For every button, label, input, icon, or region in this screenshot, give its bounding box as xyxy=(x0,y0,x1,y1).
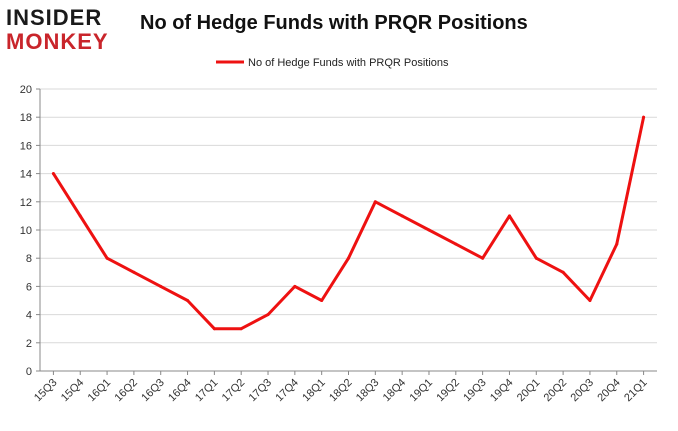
x-tick-label: 20Q2 xyxy=(542,377,570,405)
x-tick-label: 20Q4 xyxy=(595,377,623,405)
data-point xyxy=(400,214,404,218)
x-tick-label: 15Q4 xyxy=(59,377,87,405)
x-tick-label: 15Q3 xyxy=(32,377,60,405)
data-point xyxy=(427,228,431,232)
data-point xyxy=(186,299,190,302)
x-tick-label: 17Q4 xyxy=(273,377,301,405)
data-point xyxy=(105,256,109,260)
data-point xyxy=(239,327,243,331)
data-point xyxy=(132,270,136,274)
series-lines xyxy=(51,115,646,331)
logo-line-1: INSIDER xyxy=(6,5,103,30)
data-point xyxy=(481,256,485,260)
data-point xyxy=(159,284,163,288)
chart-title: No of Hedge Funds with PRQR Positions xyxy=(140,12,528,34)
y-tick-label: 20 xyxy=(20,84,32,96)
logo-line-2: MONKEY xyxy=(6,29,109,54)
data-point xyxy=(78,214,82,218)
x-tick-label: 18Q4 xyxy=(381,377,409,405)
x-tick-label: 16Q3 xyxy=(139,377,167,405)
data-point xyxy=(507,214,511,218)
data-point xyxy=(615,242,619,246)
data-point xyxy=(454,242,458,246)
y-tick-label: 14 xyxy=(20,169,32,181)
data-point xyxy=(373,200,377,204)
x-tick-labels: 15Q3 15Q4 16Q1 16Q2 16Q3 16Q4 17Q1 17Q2 17Q3 17Q4… xyxy=(32,371,650,404)
legend-label: No of Hedge Funds with PRQR Positions xyxy=(248,57,449,69)
x-tick-label: 17Q3 xyxy=(247,377,275,405)
y-tick-label: 4 xyxy=(26,310,32,322)
series-line-0 xyxy=(51,115,646,331)
y-tick-label: 12 xyxy=(20,197,32,209)
x-tick-label: 18Q3 xyxy=(354,377,382,405)
y-tick-label: 2 xyxy=(26,338,32,350)
insider-monkey-logo: INSIDER MONKEY xyxy=(6,6,128,56)
gridlines xyxy=(40,88,657,372)
data-point xyxy=(347,256,350,260)
data-point xyxy=(534,256,538,260)
x-tick-label: 19Q4 xyxy=(488,377,516,405)
y-tick-label: 16 xyxy=(20,140,32,152)
x-tick-label: 17Q1 xyxy=(193,377,221,405)
y-tick-labels: 0 2 4 6 8 10 12 14 16 18 20 xyxy=(20,84,40,378)
x-tick-label: 19Q3 xyxy=(461,377,489,405)
x-tick-label: 16Q4 xyxy=(166,377,194,405)
legend: No of Hedge Funds with PRQR Positions xyxy=(216,57,449,69)
y-tick-label: 6 xyxy=(26,281,32,293)
x-tick-label: 19Q1 xyxy=(408,377,436,405)
y-tick-label: 8 xyxy=(26,253,32,265)
data-point xyxy=(212,327,216,331)
x-tick-label: 16Q1 xyxy=(86,377,114,405)
x-tick-label: 18Q1 xyxy=(300,377,328,405)
y-tick-label: 0 xyxy=(26,366,32,378)
data-point xyxy=(293,284,297,288)
data-point xyxy=(320,299,324,302)
data-point xyxy=(51,172,55,176)
data-point xyxy=(561,270,565,274)
y-tick-label: 18 xyxy=(20,112,32,124)
data-point xyxy=(642,115,646,119)
x-tick-label: 19Q2 xyxy=(434,377,462,405)
x-tick-label: 21Q1 xyxy=(622,377,650,405)
x-tick-label: 16Q2 xyxy=(112,377,140,405)
data-point xyxy=(588,299,592,302)
data-point xyxy=(266,313,270,317)
y-tick-label: 10 xyxy=(20,225,32,237)
x-tick-label: 20Q3 xyxy=(569,377,597,405)
x-tick-label: 17Q2 xyxy=(220,377,248,405)
x-tick-label: 18Q2 xyxy=(327,377,355,405)
x-tick-label: 20Q1 xyxy=(515,377,543,405)
